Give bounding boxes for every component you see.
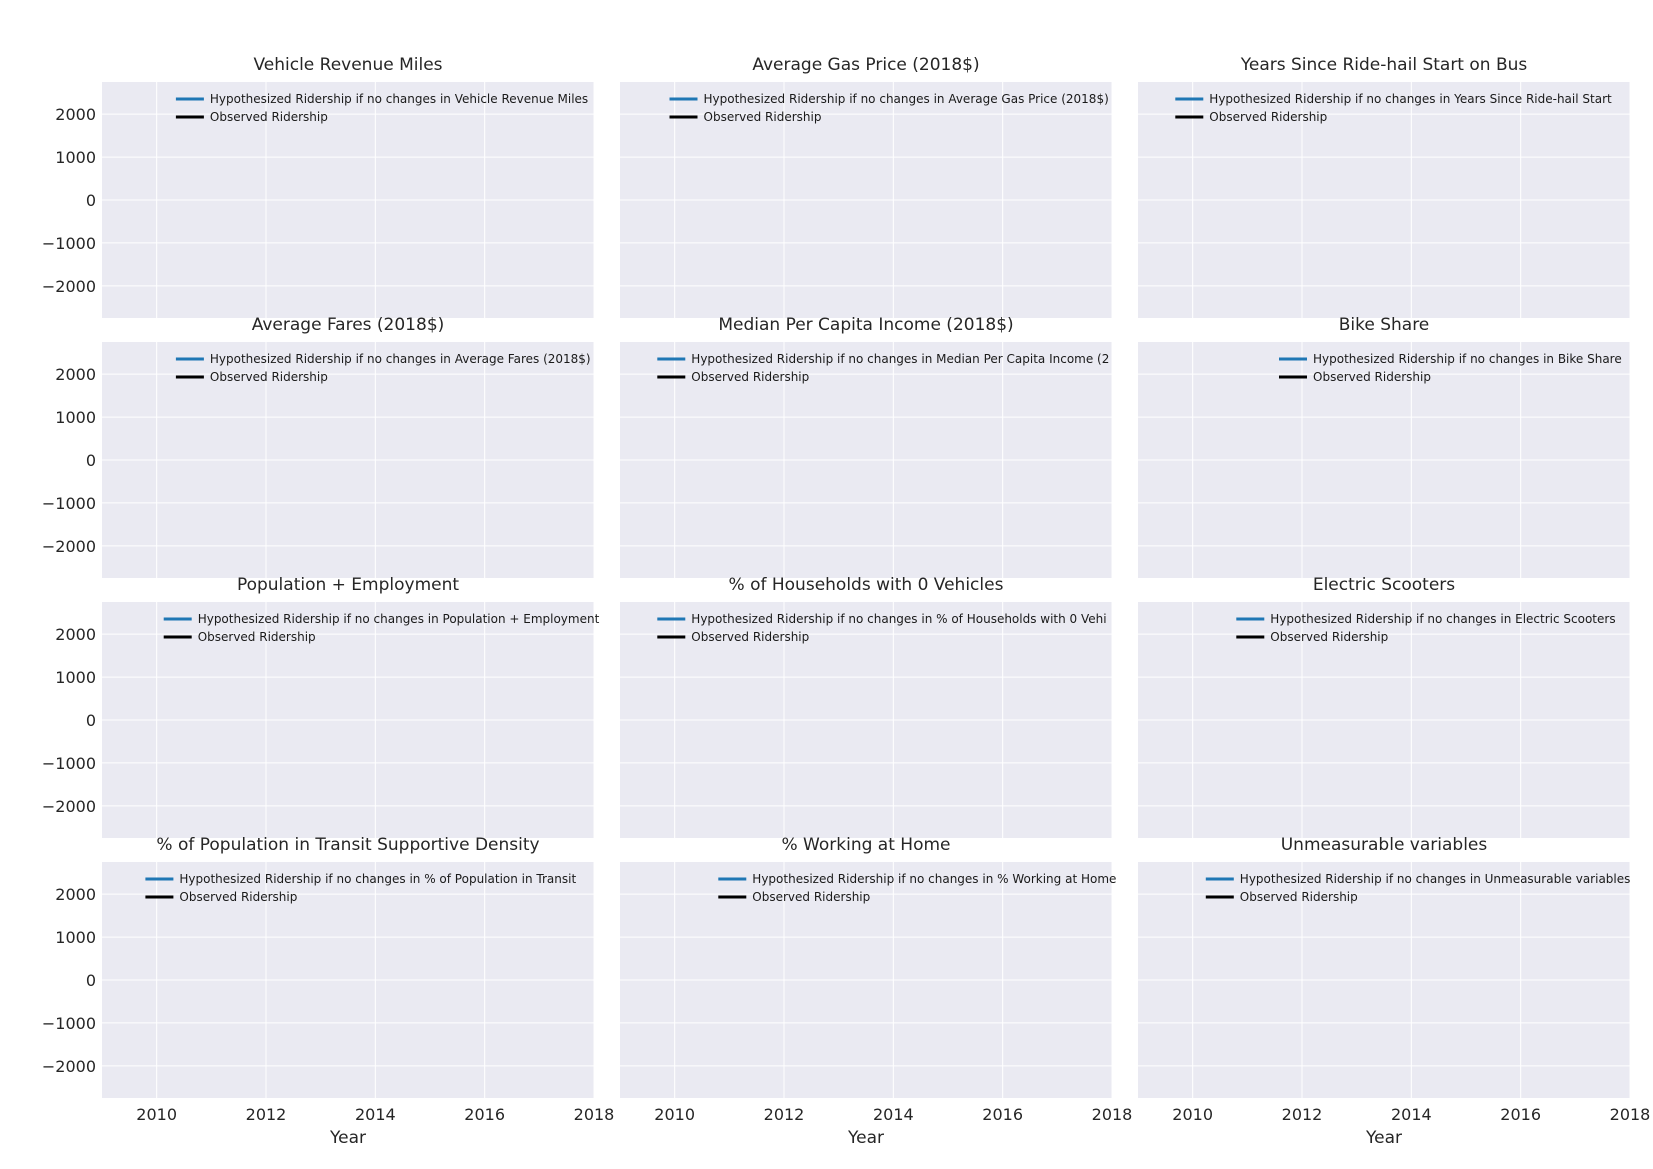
y-tick-label: 2000	[55, 105, 96, 124]
y-tick-label: 2000	[55, 885, 96, 904]
y-tick-label: −2000	[42, 537, 96, 556]
x-tick-label: 2012	[246, 1105, 287, 1124]
subplot-title: Average Gas Price (2018$)	[752, 55, 979, 75]
legend: Hypothesized Ridership if no changes in …	[1279, 352, 1622, 384]
legend-label: Hypothesized Ridership if no changes in …	[210, 352, 591, 366]
y-tick-label: −2000	[42, 1057, 96, 1076]
legend-label: Observed Ridership	[691, 630, 809, 644]
legend-label: Hypothesized Ridership if no changes in …	[704, 92, 1109, 106]
legend-label: Observed Ridership	[691, 370, 809, 384]
x-tick-label: 2016	[1500, 1105, 1541, 1124]
legend-label: Hypothesized Ridership if no changes in …	[1209, 92, 1612, 106]
subplot-title: % Working at Home	[782, 835, 951, 855]
legend-label: Hypothesized Ridership if no changes in …	[1313, 352, 1622, 366]
legend: Hypothesized Ridership if no changes in …	[718, 872, 1116, 904]
x-tick-label: 2012	[1282, 1105, 1323, 1124]
legend-label: Hypothesized Ridership if no changes in …	[691, 612, 1106, 626]
y-tick-label: −1000	[42, 234, 96, 253]
y-tick-label: 2000	[55, 625, 96, 644]
legend-label: Hypothesized Ridership if no changes in …	[1240, 872, 1631, 886]
y-tick-label: −2000	[42, 277, 96, 296]
legend-label: Observed Ridership	[210, 110, 328, 124]
subplot-2: Average Gas Price (2018$) Hypothesized Ri…	[620, 55, 1113, 318]
legend-label: Observed Ridership	[1209, 110, 1327, 124]
subplot-title: Average Fares (2018$)	[252, 315, 445, 335]
legend-label: Hypothesized Ridership if no changes in …	[1270, 612, 1615, 626]
x-tick-label: 2010	[136, 1105, 177, 1124]
x-tick-label: 2010	[654, 1105, 695, 1124]
legend: Hypothesized Ridership if no changes in …	[163, 612, 600, 644]
legend: Hypothesized Ridership if no changes in …	[175, 352, 591, 384]
subplot-title: Unmeasurable variables	[1281, 835, 1488, 855]
legend-label: Hypothesized Ridership if no changes in …	[691, 352, 1109, 366]
subplot-3: Years Since Ride-hail Start on Bus Hypoth…	[1138, 55, 1631, 318]
y-tick-label: 0	[86, 711, 96, 730]
y-tick-label: 0	[86, 971, 96, 990]
subplot-title: % of Population in Transit Supportive De…	[156, 835, 539, 855]
x-tick-label: 2012	[764, 1105, 805, 1124]
x-tick-label: 2016	[982, 1105, 1023, 1124]
y-tick-label: 0	[86, 191, 96, 210]
legend-label: Observed Ridership	[1240, 890, 1358, 904]
x-tick-label: 2014	[1391, 1105, 1432, 1124]
legend: Hypothesized Ridership if no changes in …	[1236, 612, 1616, 644]
x-tick-label: 2018	[574, 1105, 615, 1124]
subplot-9: Electric Scooters Hypothesized Ridership …	[1138, 575, 1631, 838]
subplot-title: Electric Scooters	[1313, 575, 1455, 595]
subplot-title: Vehicle Revenue Miles	[253, 55, 442, 75]
legend: Hypothesized Ridership if no changes in …	[145, 872, 576, 904]
x-tick-label: 2010	[1172, 1105, 1213, 1124]
x-axis-label: Year	[847, 1128, 884, 1148]
y-tick-label: 1000	[55, 408, 96, 427]
subplot-title: Population + Employment	[237, 575, 459, 595]
x-tick-label: 2018	[1610, 1105, 1651, 1124]
legend-label: Hypothesized Ridership if no changes in …	[752, 872, 1116, 886]
legend-label: Observed Ridership	[210, 370, 328, 384]
legend-label: Observed Ridership	[198, 630, 316, 644]
x-tick-label: 2016	[464, 1105, 505, 1124]
y-tick-label: −1000	[42, 494, 96, 513]
x-axis-label: Year	[329, 1128, 366, 1148]
subplot-title: Bike Share	[1339, 315, 1430, 335]
legend: Hypothesized Ridership if no changes in …	[657, 352, 1109, 384]
x-tick-label: 2014	[873, 1105, 914, 1124]
legend: Hypothesized Ridership if no changes in …	[1205, 872, 1631, 904]
legend-label: Hypothesized Ridership if no changes in …	[210, 92, 588, 106]
subplot-title: Years Since Ride-hail Start on Bus	[1240, 55, 1528, 75]
x-tick-label: 2014	[355, 1105, 396, 1124]
legend-label: Observed Ridership	[1313, 370, 1431, 384]
subplot-title: Median Per Capita Income (2018$)	[718, 315, 1013, 335]
subplot-10: % of Population in Transit Supportive De…	[42, 835, 614, 1148]
legend-label: Observed Ridership	[704, 110, 822, 124]
y-tick-label: 1000	[55, 928, 96, 947]
subplot-title: % of Households with 0 Vehicles	[729, 575, 1004, 595]
y-tick-label: −1000	[42, 754, 96, 773]
subplot-11: % Working at Home 2010 2012 2014 2016 2018 Yea…	[620, 835, 1132, 1148]
subplot-1: Vehicle Revenue Miles −2000 −1000 0 1000 2000…	[42, 55, 595, 318]
y-tick-label: −1000	[42, 1014, 96, 1033]
subplot-4: Average Fares (2018$) −2000 −1000 0 1000 2000…	[42, 315, 595, 578]
x-axis-label: Year	[1365, 1128, 1402, 1148]
legend: Hypothesized Ridership if no changes in …	[175, 92, 588, 124]
subplot-7: Population + Employment −2000 −1000 0 1000 20…	[42, 575, 600, 838]
legend-label: Observed Ridership	[1270, 630, 1388, 644]
legend-label: Hypothesized Ridership if no changes in …	[179, 872, 576, 886]
legend: Hypothesized Ridership if no changes in …	[1175, 92, 1612, 124]
x-tick-label: 2018	[1092, 1105, 1133, 1124]
legend: Hypothesized Ridership if no changes in …	[669, 92, 1109, 124]
subplot-12: Unmeasurable variables 2010 2012 2014 2016 20…	[1138, 835, 1650, 1148]
y-tick-label: 1000	[55, 148, 96, 167]
y-tick-label: 2000	[55, 365, 96, 384]
y-tick-label: −2000	[42, 797, 96, 816]
legend-label: Hypothesized Ridership if no changes in …	[198, 612, 600, 626]
subplot-6: Bike Share Hypothesized Ridership if no c…	[1138, 315, 1631, 578]
y-tick-label: 0	[86, 451, 96, 470]
y-tick-label: 1000	[55, 668, 96, 687]
legend-label: Observed Ridership	[179, 890, 297, 904]
subplot-5: Median Per Capita Income (2018$) Hypothes…	[620, 315, 1113, 578]
legend: Hypothesized Ridership if no changes in …	[657, 612, 1107, 644]
legend-label: Observed Ridership	[752, 890, 870, 904]
subplot-8: % of Households with 0 Vehicles Hypothesi…	[620, 575, 1113, 838]
